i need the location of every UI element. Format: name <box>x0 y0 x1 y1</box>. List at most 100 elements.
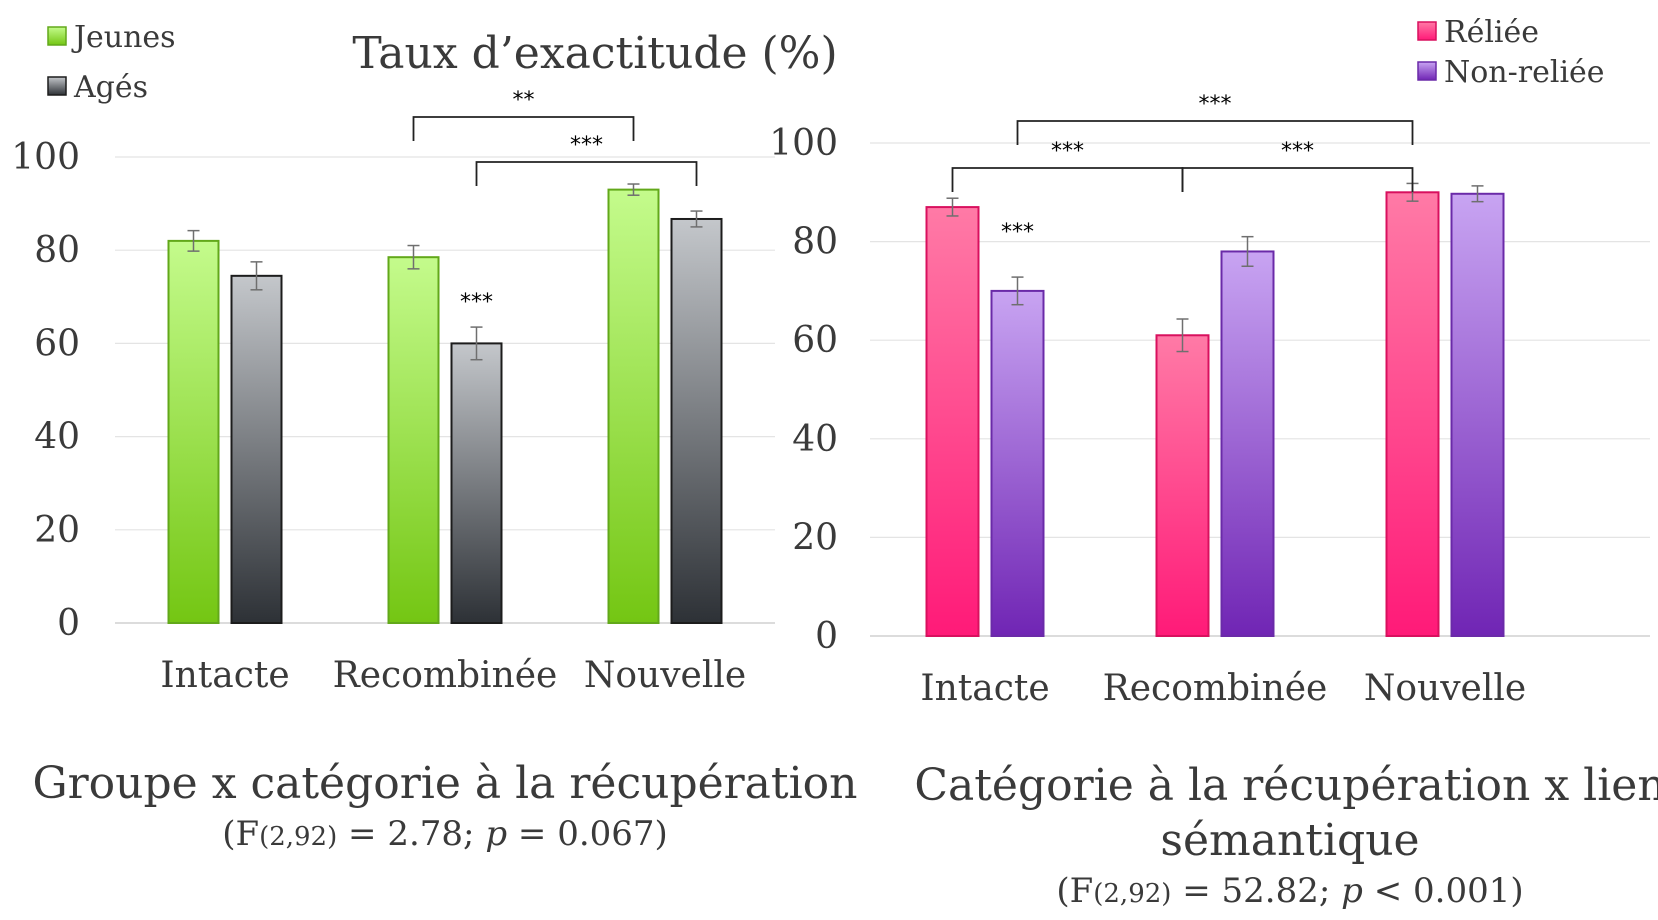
x-tick-label: Recombinée <box>1103 668 1328 709</box>
bar-intacte-ages <box>230 274 283 624</box>
chart-caption-line-1: Catégorie à la récupération x lien <box>914 760 1658 811</box>
legend-label: Non-reliée <box>1444 55 1605 90</box>
y-tick-label: 20 <box>34 510 80 551</box>
significance-bracket: *** <box>1016 92 1414 145</box>
chart-categorie-x-lien: 0 20 40 60 80 100 Intacte Recombinée Nouvelle *… <box>769 15 1658 911</box>
bar-nouvelle-ages <box>670 217 723 624</box>
error-bar-recombinee-reliee <box>1176 318 1189 353</box>
stat-p-symbol: p <box>1341 871 1363 911</box>
legend-swatch <box>1417 61 1437 81</box>
bar-recombinee-reliee <box>1155 334 1210 637</box>
legend-item-non-reliee: Non-reliée <box>1417 55 1605 90</box>
stat-p-value: = 0.067) <box>507 814 668 854</box>
significance-bracket: ** <box>412 88 635 141</box>
chart-statistics: (F(2,92) = 52.82; p < 0.001) <box>1056 871 1523 911</box>
legend-swatch <box>1417 21 1437 41</box>
bar-nouvelle-non-reliee <box>1450 192 1505 638</box>
error-bar-recombinee-jeunes <box>407 244 420 270</box>
chart-caption-line-2: sémantique <box>1160 815 1419 866</box>
stat-df: (2,92) <box>259 822 337 852</box>
bar-intacte-jeunes <box>167 239 220 624</box>
x-tick-label: Intacte <box>920 668 1049 709</box>
chart-caption: Groupe x catégorie à la récupération <box>33 758 858 809</box>
bracket-line <box>1181 167 1414 192</box>
y-tick-label: 80 <box>792 222 838 263</box>
y-tick-label: 100 <box>11 137 80 178</box>
bracket-line <box>412 116 635 141</box>
significance-bracket: *** <box>1181 139 1414 192</box>
stat-p-symbol: p <box>485 814 507 854</box>
chart-statistics: (F(2,92) = 2.78; p = 0.067) <box>222 814 668 854</box>
stat-df: (2,92) <box>1093 879 1171 909</box>
y-tick-label: 60 <box>792 320 838 361</box>
error-bar-intacte-non-reliee <box>1011 276 1024 306</box>
y-tick-label: 20 <box>792 517 838 558</box>
gridlines <box>115 156 775 624</box>
error-bar-intacte-jeunes <box>187 229 200 252</box>
page-title: Taux d’exactitude (%) <box>352 28 837 79</box>
legend-swatch <box>47 26 67 46</box>
legend-label: Jeunes <box>71 20 176 55</box>
x-tick-label: Recombinée <box>333 655 558 696</box>
significance-stars: *** <box>1281 139 1314 164</box>
significance-stars: ** <box>513 88 535 113</box>
x-tick-label: Intacte <box>160 655 289 696</box>
x-axis: Intacte Recombinée Nouvelle <box>920 668 1526 709</box>
bar-nouvelle-reliee <box>1385 191 1440 638</box>
legend-swatch <box>47 76 67 96</box>
stat-p-value: < 0.001) <box>1363 871 1524 911</box>
error-bar-recombinee-ages <box>470 326 483 361</box>
error-bar-nouvelle-non-reliee <box>1471 185 1484 203</box>
y-axis: 0 20 40 60 80 100 <box>11 137 80 644</box>
y-tick-label: 60 <box>34 323 80 364</box>
bracket-line <box>1016 120 1414 145</box>
bars <box>925 182 1505 638</box>
stat-prefix: (F <box>222 814 259 854</box>
y-tick-label: 0 <box>57 603 80 644</box>
x-tick-label: Nouvelle <box>1364 668 1526 709</box>
significance-stars: *** <box>570 133 603 158</box>
bar-intacte-reliee <box>925 206 980 637</box>
error-bar-recombinee-non-reliee <box>1241 235 1254 267</box>
legend: Réliée Non-reliée <box>1417 15 1605 90</box>
bars <box>167 183 723 624</box>
significance-stars: *** <box>460 290 493 315</box>
error-bar-nouvelle-jeunes <box>627 183 640 196</box>
legend-item-reliee: Réliée <box>1417 15 1539 50</box>
significance-stars: *** <box>1051 139 1084 164</box>
significance-annotations: ******** <box>412 88 698 315</box>
significance-stars: *** <box>1199 92 1232 117</box>
bar-nouvelle-jeunes <box>607 188 660 624</box>
significance-annotations: *** *** *** *** <box>951 92 1414 245</box>
chart-group-x-categorie: 0 20 40 60 80 100 Intacte Recombinée Nouvelle *… <box>11 20 857 854</box>
bar-recombinee-ages <box>450 342 503 624</box>
legend-label: Agés <box>73 70 148 105</box>
bracket-line <box>475 161 698 186</box>
error-bar-nouvelle-ages <box>690 210 703 228</box>
legend-item-ages: Agés <box>47 70 148 105</box>
legend-label: Réliée <box>1444 15 1539 50</box>
bar-intacte-non-reliee <box>990 289 1045 637</box>
y-tick-label: 40 <box>34 417 80 458</box>
y-tick-label: 40 <box>792 419 838 460</box>
significance-bracket: *** <box>951 139 1184 192</box>
y-axis: 0 20 40 60 80 100 <box>769 123 838 657</box>
y-tick-label: 100 <box>769 123 838 164</box>
error-bar-intacte-ages <box>250 261 263 291</box>
bar-recombinee-non-reliee <box>1220 250 1275 638</box>
significance-bracket: *** <box>475 133 698 186</box>
stat-mid: = 2.78; <box>337 814 485 854</box>
legend: Jeunes Agés <box>47 20 176 105</box>
y-tick-label: 80 <box>34 230 80 271</box>
bar-recombinee-jeunes <box>387 256 440 624</box>
stat-prefix: (F <box>1056 871 1093 911</box>
error-bar-intacte-reliee <box>946 197 959 217</box>
stat-mid: = 52.82; <box>1171 871 1341 911</box>
x-tick-label: Nouvelle <box>584 655 746 696</box>
significance-stars: *** <box>1001 220 1034 245</box>
legend-item-jeunes: Jeunes <box>47 20 176 55</box>
x-axis: Intacte Recombinée Nouvelle <box>160 655 746 696</box>
bracket-line <box>951 167 1184 192</box>
y-tick-label: 0 <box>815 616 838 657</box>
